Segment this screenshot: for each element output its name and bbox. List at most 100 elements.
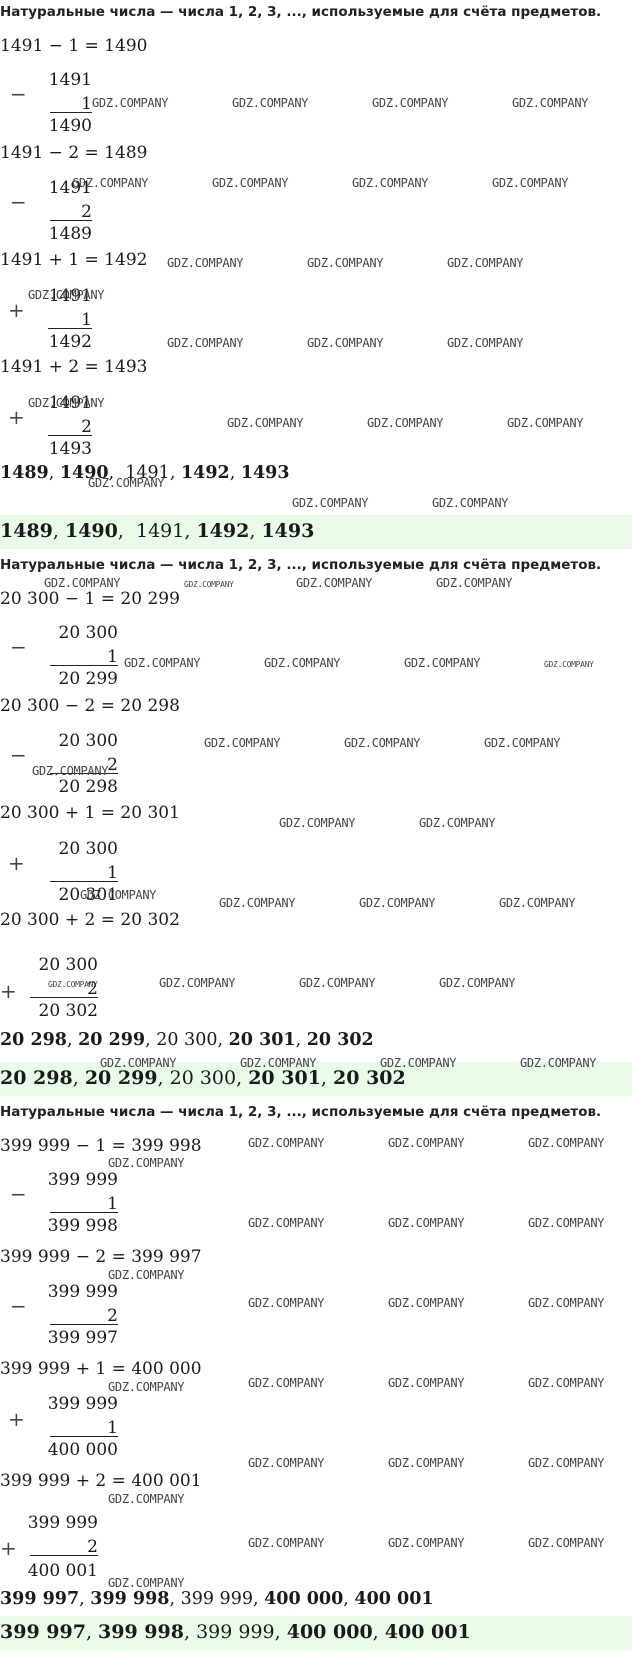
- watermark-text: GDZ.COMPANY: [307, 256, 384, 270]
- watermark-text: GDZ.COMPANY: [344, 736, 421, 750]
- plus-sign: +: [0, 1536, 17, 1560]
- equation: 1491 − 2 = 1489: [0, 143, 148, 163]
- equation: 399 999 + 2 = 400 001: [0, 1471, 202, 1491]
- watermark-text: GDZ.COMPANY: [528, 1456, 605, 1470]
- watermark-text: GDZ.COMPANY: [248, 1456, 325, 1470]
- equation: 399 999 − 2 = 399 997: [0, 1247, 202, 1267]
- minus-sign: −: [10, 190, 27, 214]
- minus-sign: −: [10, 1182, 27, 1206]
- sequence: 1489, 1490, 1491, 1492, 1493: [0, 463, 290, 483]
- result: 20 299: [58, 669, 118, 689]
- result: 1489: [48, 224, 92, 244]
- watermark-text: GDZ.COMPANY: [232, 96, 309, 110]
- result: 1490: [48, 116, 92, 136]
- addend: 1491: [48, 393, 92, 413]
- watermark-text: GDZ.COMPANY: [248, 1376, 325, 1390]
- column-line: [50, 881, 118, 883]
- result: 20 302: [38, 1001, 98, 1021]
- minuend: 399 999: [47, 1282, 118, 1302]
- watermark-text: GDZ.COMPANY: [388, 1296, 465, 1310]
- intro-text: Натуральные числа — числа 1, 2, 3, ..., …: [0, 1104, 602, 1120]
- answer-sequence: 399 997, 399 998, 399 999, 400 000, 400 …: [0, 1621, 471, 1643]
- watermark-text: GDZ.COMPANY: [388, 1456, 465, 1470]
- watermark-text: GDZ.COMPANY: [219, 896, 296, 910]
- watermark-text: GDZ.COMPANY: [28, 396, 105, 410]
- watermark-text: GDZ.COMPANY: [204, 736, 281, 750]
- watermark-text: GDZ.COMPANY: [372, 96, 449, 110]
- plus-sign: +: [8, 298, 25, 322]
- watermark-text: GDZ.COMPANY: [439, 976, 516, 990]
- watermark-text: GDZ.COMPANY: [296, 576, 373, 590]
- watermark-text: GDZ.COMPANY: [108, 1492, 185, 1506]
- watermark-text: GDZ.COMPANY: [307, 336, 384, 350]
- addend: 20 300: [58, 839, 118, 859]
- watermark-text: GDZ.COMPANY: [48, 980, 98, 989]
- intro-text: Натуральные числа — числа 1, 2, 3, ..., …: [0, 557, 602, 573]
- watermark-text: GDZ.COMPANY: [248, 1536, 325, 1550]
- watermark-text: GDZ.COMPANY: [248, 1296, 325, 1310]
- watermark-text: GDZ.COMPANY: [367, 416, 444, 430]
- plus-sign: +: [8, 1407, 25, 1431]
- minuend: 399 999: [47, 1170, 118, 1190]
- watermark-text: GDZ.COMPANY: [108, 1156, 185, 1170]
- watermark-text: GDZ.COMPANY: [528, 1136, 605, 1150]
- result: 400 000: [47, 1440, 118, 1460]
- column-line: [50, 773, 118, 775]
- plus-sign: +: [8, 405, 25, 429]
- watermark-text: GDZ.COMPANY: [436, 576, 513, 590]
- watermark-text: GDZ.COMPANY: [492, 176, 569, 190]
- equation: 20 300 − 1 = 20 299: [0, 589, 180, 609]
- minus-sign: −: [10, 635, 27, 659]
- watermark-text: GDZ.COMPANY: [528, 1216, 605, 1230]
- minuend: 1491: [48, 178, 92, 198]
- answer-box: [0, 515, 632, 549]
- column-line: [50, 220, 92, 222]
- result: 20 298: [58, 777, 118, 797]
- watermark-text: GDZ.COMPANY: [92, 96, 169, 110]
- watermark-text: GDZ.COMPANY: [44, 576, 121, 590]
- watermark-text: GDZ.COMPANY: [388, 1536, 465, 1550]
- minus-sign: −: [10, 82, 27, 106]
- watermark-text: GDZ.COMPANY: [212, 176, 289, 190]
- result: 400 001: [27, 1561, 98, 1581]
- watermark-text: GDZ.COMPANY: [227, 416, 304, 430]
- watermark-text: GDZ.COMPANY: [388, 1216, 465, 1230]
- subtrahend: 1: [107, 647, 118, 667]
- watermark-text: GDZ.COMPANY: [32, 764, 109, 778]
- plus-sign: +: [0, 979, 17, 1003]
- equation: 1491 + 2 = 1493: [0, 357, 148, 377]
- equation: 20 300 − 2 = 20 298: [0, 696, 180, 716]
- watermark-text: GDZ.COMPANY: [507, 416, 584, 430]
- watermark-text: GDZ.COMPANY: [124, 656, 201, 670]
- watermark-text: GDZ.COMPANY: [240, 1056, 317, 1070]
- addend: 1: [107, 1418, 118, 1438]
- watermark-text: GDZ.COMPANY: [264, 656, 341, 670]
- watermark-text: GDZ.COMPANY: [388, 1136, 465, 1150]
- addend: 2: [87, 1537, 98, 1557]
- subtrahend: 2: [107, 1306, 118, 1326]
- equation: 20 300 + 2 = 20 302: [0, 910, 180, 930]
- watermark-text: GDZ.COMPANY: [28, 288, 105, 302]
- equation: 399 999 − 1 = 399 998: [0, 1136, 202, 1156]
- watermark-text: GDZ.COMPANY: [80, 888, 157, 902]
- result: 399 998: [47, 1216, 118, 1236]
- watermark-text: GDZ.COMPANY: [359, 896, 436, 910]
- watermark-text: GDZ.COMPANY: [447, 256, 524, 270]
- column-line: [50, 665, 118, 667]
- subtrahend: 1: [107, 1194, 118, 1214]
- watermark-text: GDZ.COMPANY: [528, 1296, 605, 1310]
- watermark-text: GDZ.COMPANY: [499, 896, 576, 910]
- addend: 1491: [48, 286, 92, 306]
- minus-sign: −: [10, 1294, 27, 1318]
- equation: 1491 + 1 = 1492: [0, 250, 148, 270]
- addend: 2: [87, 979, 98, 999]
- equation: 399 999 + 1 = 400 000: [0, 1359, 202, 1379]
- column-line: [50, 1212, 118, 1214]
- column-line: [50, 112, 92, 114]
- column-line: [50, 1436, 118, 1438]
- equation: 20 300 + 1 = 20 301: [0, 803, 180, 823]
- addend: 1: [81, 310, 92, 330]
- watermark-text: GDZ.COMPANY: [520, 1056, 597, 1070]
- watermark-text: GDZ.COMPANY: [100, 1056, 177, 1070]
- answer-box: [0, 1616, 632, 1650]
